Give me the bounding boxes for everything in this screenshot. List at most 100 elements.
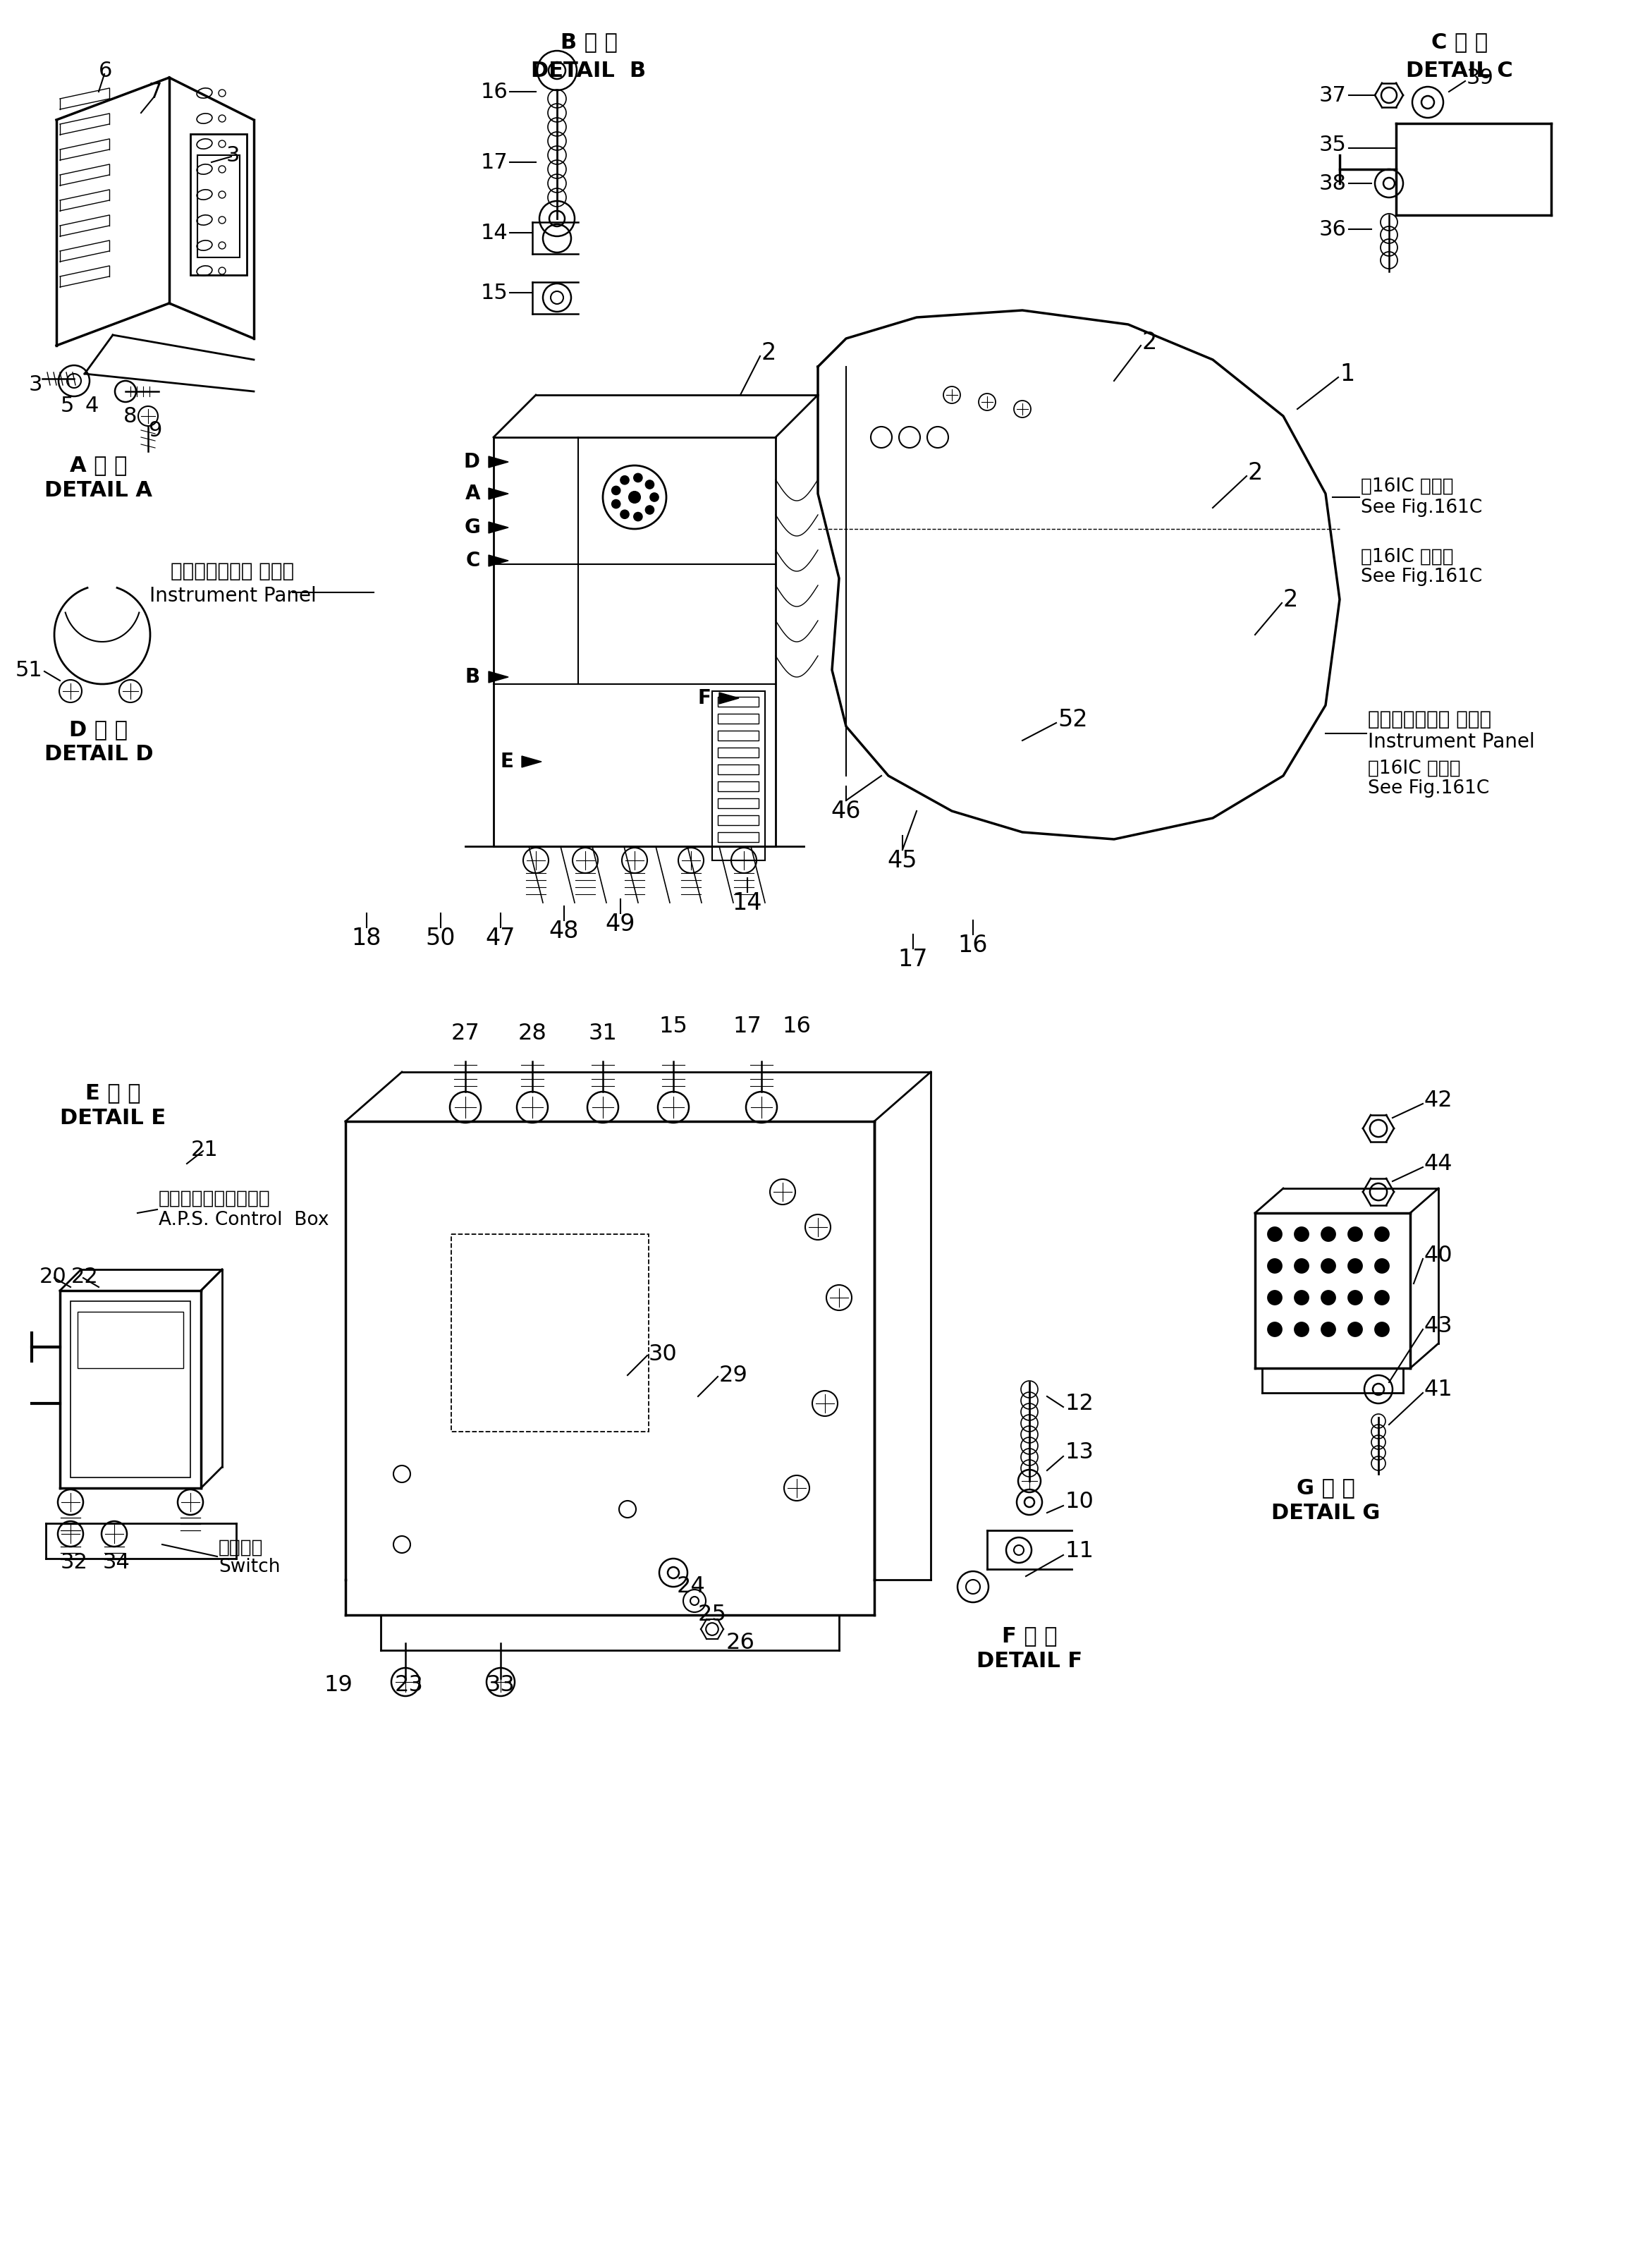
Text: E 詳 細: E 詳 細 <box>86 1083 140 1103</box>
Circle shape <box>1267 1259 1282 1273</box>
Text: 38: 38 <box>1320 174 1346 194</box>
Text: See Fig.161C: See Fig.161C <box>1361 568 1482 586</box>
Text: 9: 9 <box>149 421 162 441</box>
Text: 48: 48 <box>548 920 578 943</box>
Text: 37: 37 <box>1320 86 1346 106</box>
Text: 24: 24 <box>677 1576 705 1599</box>
Bar <box>717 748 758 757</box>
Text: 1: 1 <box>1340 362 1355 384</box>
Text: DETAIL E: DETAIL E <box>59 1108 165 1128</box>
Bar <box>71 1300 190 1476</box>
Text: 21: 21 <box>192 1140 218 1160</box>
Text: D 詳 細: D 詳 細 <box>69 719 127 739</box>
Text: 51: 51 <box>15 660 43 681</box>
Text: A 詳 細: A 詳 細 <box>69 454 127 475</box>
Bar <box>712 692 765 861</box>
Text: Instrument Panel: Instrument Panel <box>149 586 316 606</box>
Text: 26: 26 <box>725 1632 755 1655</box>
Circle shape <box>1267 1323 1282 1336</box>
Polygon shape <box>489 522 509 534</box>
Text: 52: 52 <box>1057 708 1087 730</box>
Circle shape <box>621 475 629 484</box>
Bar <box>717 798 758 807</box>
Text: DETAIL A: DETAIL A <box>45 479 152 500</box>
Text: B 詳 細: B 詳 細 <box>560 32 618 52</box>
Text: 2: 2 <box>762 341 776 364</box>
Circle shape <box>1374 1259 1389 1273</box>
Text: 50: 50 <box>426 927 456 950</box>
Circle shape <box>634 473 643 482</box>
Text: 44: 44 <box>1424 1153 1452 1173</box>
Text: C: C <box>466 552 481 570</box>
Text: 7: 7 <box>149 81 162 102</box>
Text: 6: 6 <box>99 61 112 81</box>
Text: 29: 29 <box>719 1363 748 1386</box>
Text: 2: 2 <box>1247 461 1264 484</box>
Text: 23: 23 <box>395 1675 423 1696</box>
Polygon shape <box>522 755 542 766</box>
Circle shape <box>1348 1259 1363 1273</box>
Text: 20: 20 <box>40 1266 66 1287</box>
Circle shape <box>1295 1228 1308 1241</box>
Circle shape <box>634 513 643 520</box>
Text: 41: 41 <box>1424 1379 1454 1400</box>
Bar <box>717 730 758 742</box>
Text: コントロールボックス: コントロールボックス <box>159 1189 271 1207</box>
Text: See Fig.161C: See Fig.161C <box>1361 500 1482 518</box>
Polygon shape <box>489 488 509 500</box>
Text: 3: 3 <box>226 145 240 165</box>
Bar <box>190 133 246 276</box>
Circle shape <box>1374 1291 1389 1305</box>
Text: DETAIL C: DETAIL C <box>1406 61 1513 81</box>
Text: Instrument Panel: Instrument Panel <box>1368 733 1535 753</box>
Text: 32: 32 <box>61 1551 88 1571</box>
Text: 25: 25 <box>697 1603 727 1626</box>
Text: 13: 13 <box>1064 1443 1094 1463</box>
Circle shape <box>611 486 620 495</box>
Bar <box>78 1311 183 1368</box>
Text: See Fig.161C: See Fig.161C <box>1368 780 1490 798</box>
Bar <box>717 832 758 841</box>
Text: D: D <box>464 452 481 473</box>
Circle shape <box>1322 1291 1335 1305</box>
Text: 17: 17 <box>481 151 507 172</box>
Text: 14: 14 <box>732 891 762 913</box>
Text: G 詳 細: G 詳 細 <box>1297 1479 1355 1499</box>
Circle shape <box>1322 1323 1335 1336</box>
Text: Switch: Switch <box>218 1558 281 1576</box>
Circle shape <box>1295 1323 1308 1336</box>
Circle shape <box>646 479 654 488</box>
Circle shape <box>1322 1228 1335 1241</box>
Circle shape <box>646 506 654 513</box>
Text: 16: 16 <box>481 81 507 102</box>
Text: 8: 8 <box>124 407 137 427</box>
Text: DETAIL F: DETAIL F <box>976 1651 1082 1671</box>
Text: 39: 39 <box>1467 68 1493 88</box>
Circle shape <box>1348 1228 1363 1241</box>
Text: C 詳 細: C 詳 細 <box>1431 32 1488 52</box>
Text: 34: 34 <box>102 1551 131 1571</box>
Text: 28: 28 <box>519 1022 547 1045</box>
Polygon shape <box>489 554 509 565</box>
Polygon shape <box>719 692 738 703</box>
Circle shape <box>1295 1259 1308 1273</box>
Text: 45: 45 <box>887 848 917 873</box>
Text: 40: 40 <box>1424 1244 1452 1266</box>
Text: 17: 17 <box>899 947 928 970</box>
Text: スイッチ: スイッチ <box>218 1540 263 1558</box>
Text: 16: 16 <box>783 1015 811 1038</box>
Circle shape <box>1322 1259 1335 1273</box>
Text: A.P.S. Control  Box: A.P.S. Control Box <box>159 1212 329 1230</box>
Text: 47: 47 <box>486 927 515 950</box>
Bar <box>717 816 758 825</box>
Text: DETAIL G: DETAIL G <box>1270 1504 1379 1524</box>
Text: 19: 19 <box>324 1675 354 1696</box>
Text: 3: 3 <box>28 373 43 396</box>
Circle shape <box>1267 1228 1282 1241</box>
Text: 14: 14 <box>481 222 507 242</box>
Circle shape <box>1374 1228 1389 1241</box>
Text: 35: 35 <box>1320 133 1346 154</box>
Text: 33: 33 <box>486 1675 515 1696</box>
Text: 31: 31 <box>588 1022 618 1045</box>
Text: 49: 49 <box>606 911 636 936</box>
